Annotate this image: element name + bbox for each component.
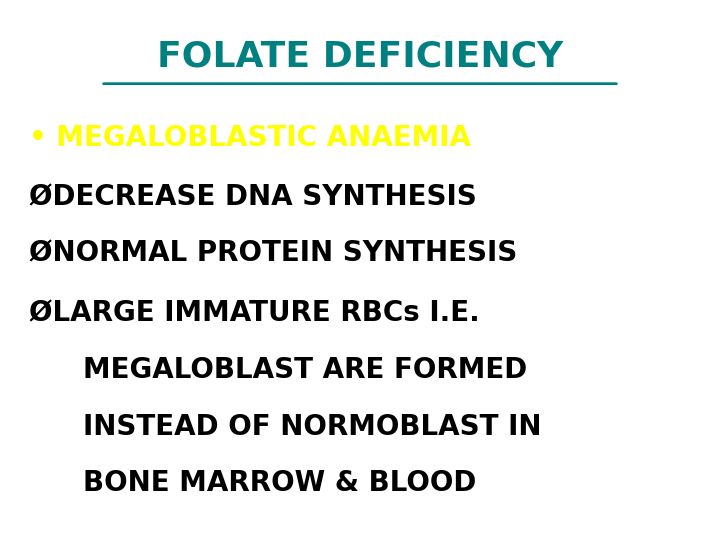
Text: ØLARGE IMMATURE RBCs I.E.: ØLARGE IMMATURE RBCs I.E. xyxy=(29,299,480,327)
Text: BONE MARROW & BLOOD: BONE MARROW & BLOOD xyxy=(83,469,476,497)
Text: INSTEAD OF NORMOBLAST IN: INSTEAD OF NORMOBLAST IN xyxy=(83,413,541,441)
Text: ØDECREASE DNA SYNTHESIS: ØDECREASE DNA SYNTHESIS xyxy=(29,183,477,211)
Text: • MEGALOBLASTIC ANAEMIA: • MEGALOBLASTIC ANAEMIA xyxy=(29,124,471,152)
Text: ØNORMAL PROTEIN SYNTHESIS: ØNORMAL PROTEIN SYNTHESIS xyxy=(29,240,517,268)
Text: FOLATE DEFICIENCY: FOLATE DEFICIENCY xyxy=(157,40,563,73)
Text: MEGALOBLAST ARE FORMED: MEGALOBLAST ARE FORMED xyxy=(83,356,527,384)
